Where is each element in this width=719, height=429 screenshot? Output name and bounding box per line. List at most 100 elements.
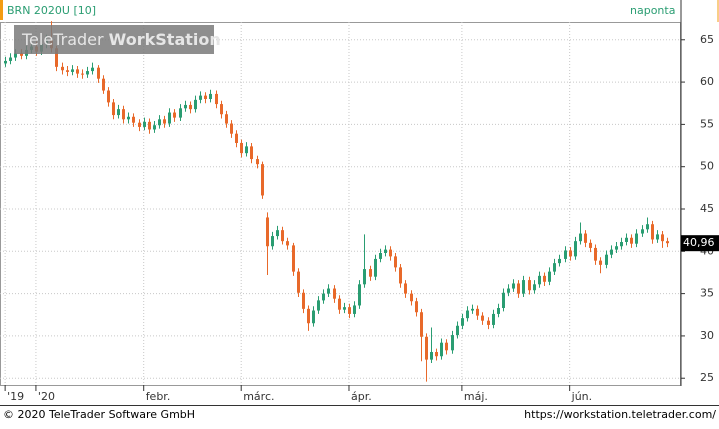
candle-body [14, 53, 17, 58]
candle-body [553, 263, 556, 272]
chart-title: BRN 2020U [10] [7, 4, 96, 17]
candle-body [230, 123, 233, 134]
candle-body [61, 66, 64, 71]
candle-body [76, 69, 79, 74]
candle-body [194, 99, 197, 110]
candle-body [91, 67, 94, 72]
candle-body [240, 143, 243, 154]
candle-body [122, 109, 125, 120]
candle-body [471, 308, 474, 311]
candle-body [322, 293, 325, 301]
candle-body [20, 53, 23, 56]
candle-body [4, 60, 7, 64]
candle-body [451, 335, 454, 351]
candle-body [379, 253, 382, 259]
plot-frame [0, 22, 681, 386]
y-tick-label: 65 [700, 33, 714, 46]
candle-body [117, 109, 120, 116]
candle-body [348, 307, 351, 314]
y-tick-label: 50 [700, 160, 714, 173]
candle-body [574, 241, 577, 257]
candle-body [112, 102, 115, 116]
period: naponta [630, 4, 675, 17]
candle-body [410, 293, 413, 302]
candle-body [245, 146, 248, 154]
candle-body [132, 116, 135, 123]
candle-body [661, 234, 664, 242]
candle-body [66, 70, 69, 72]
candle-body [558, 258, 561, 264]
candle-body [605, 254, 608, 265]
candle-body [461, 318, 464, 326]
candle-body [435, 352, 438, 357]
y-tick-label: 60 [700, 75, 714, 88]
candle-body [307, 308, 310, 324]
x-tick-label: márc. [243, 390, 274, 403]
candle-body [9, 57, 12, 61]
candle-body [199, 95, 202, 100]
candle-body [168, 112, 171, 124]
candle-body [333, 288, 336, 299]
candle-body [343, 307, 346, 310]
candle-body [620, 242, 623, 247]
candle-body [235, 133, 238, 143]
candle-body [415, 301, 418, 313]
y-tick-label: 25 [700, 371, 714, 384]
candle-body [445, 342, 448, 351]
candle-body [97, 67, 100, 79]
candle-body [522, 280, 525, 294]
candle-body [138, 122, 141, 127]
candle-body [312, 310, 315, 324]
last-value-box [681, 235, 719, 252]
candle-body [625, 237, 628, 242]
candle-body [302, 292, 305, 309]
footer-right: https://workstation.teletrader.com/ [524, 408, 716, 421]
candle-body [363, 269, 366, 285]
candle-body [635, 233, 638, 244]
candle-body [651, 224, 654, 240]
candle-body [399, 267, 402, 284]
candle-body [589, 242, 592, 248]
candle-body [492, 313, 495, 325]
candle-body [250, 146, 253, 160]
candle-body [209, 93, 212, 99]
candle-body [420, 312, 423, 337]
candle-body [286, 241, 289, 246]
candle-body [481, 315, 484, 321]
candle-body [55, 48, 58, 67]
candle-body [86, 71, 89, 75]
candle-body [261, 164, 264, 196]
candle-body [440, 342, 443, 357]
watermark-box [14, 25, 214, 54]
candle-body [358, 284, 361, 306]
x-tick-label: '20 [38, 390, 55, 403]
candle-body [533, 284, 536, 291]
candle-body [148, 121, 151, 130]
candle-body [389, 249, 392, 257]
candle-body [564, 250, 567, 259]
x-tick-label: ápr. [351, 390, 372, 403]
candle-body [517, 283, 520, 294]
candle-body [538, 275, 541, 285]
last-value-label: 40,96 [683, 236, 715, 249]
candle-body [430, 352, 433, 360]
candle-body [292, 245, 295, 272]
candle-body [528, 280, 531, 291]
header-marker [0, 0, 3, 20]
candle-body [225, 114, 228, 124]
x-tick-label: febr. [146, 390, 171, 403]
candle-body [338, 298, 341, 310]
candle-body [507, 288, 510, 293]
candle-body [543, 275, 546, 282]
candle-body [189, 104, 192, 110]
watermark-product: WorkStation [109, 30, 221, 49]
candle-body [374, 258, 377, 277]
footer-left: © 2020 TeleTrader Software GmbH [3, 408, 195, 421]
candle-body [425, 336, 428, 360]
candle-body [276, 230, 279, 237]
candle-body [173, 112, 176, 118]
candle-body [266, 217, 269, 247]
candle-body [610, 249, 613, 255]
x-tick-label: máj. [464, 390, 488, 403]
